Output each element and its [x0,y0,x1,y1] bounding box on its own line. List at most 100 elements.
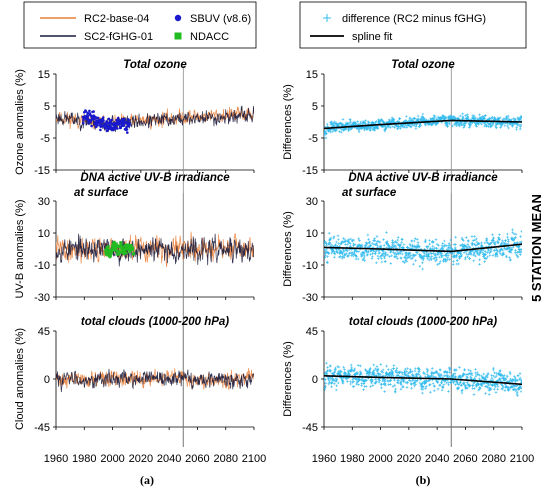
data-point [382,238,385,241]
data-point [471,384,475,387]
data-point [515,126,519,129]
data-point [474,254,477,258]
data-point [457,262,460,266]
data-point [432,389,436,393]
data-point [125,247,128,251]
data-point [443,257,447,261]
data-point [396,374,400,377]
data-point [472,259,476,263]
data-point [414,253,418,257]
data-point [431,244,435,248]
y-tick-label: -15 [302,165,318,177]
data-point [462,116,465,120]
data-point [328,241,331,244]
data-point [335,128,338,132]
data-point [333,252,337,256]
data-point [456,121,459,124]
data-point [339,130,343,134]
data-point [390,254,393,258]
data-point [115,242,118,245]
data-point [514,117,517,121]
data-point [477,383,480,386]
data-point [368,372,371,376]
data-point [404,254,408,257]
data-point [378,379,381,382]
series-sc2-fghg-01 [56,233,254,267]
data-point [389,262,393,265]
data-point [436,380,440,384]
data-point [396,257,399,260]
data-point [519,125,522,128]
data-point [335,250,339,253]
data-point [510,118,513,122]
data-point [370,378,374,381]
data-point [346,242,350,246]
data-point [401,372,404,376]
data-point [484,250,487,253]
data-point [439,368,442,372]
data-point [451,263,455,266]
data-point [409,370,412,373]
data-point [473,252,476,256]
data-point [478,386,481,389]
data-point [333,250,336,254]
data-point [379,255,382,259]
data-point [341,240,345,244]
data-point [377,380,381,384]
data-point [368,368,372,371]
data-point [393,378,396,382]
data-point [376,254,380,258]
data-point [373,129,376,132]
data-point [336,365,339,368]
legend-b-difference-label: difference (RC2 minus fGHG) [342,13,486,25]
data-point [508,372,512,376]
data-point [414,259,417,262]
data-point [410,383,413,386]
data-point [379,244,383,248]
data-point [507,385,511,389]
data-point [344,240,347,243]
data-point [377,257,380,260]
panel-a3: -45 0 45 1960 1980 2000 2020 2040 2060 2080 2100 Cl… [14,316,266,465]
x-tick-label: 2040 [425,453,449,465]
x-tick-label: 2020 [397,453,421,465]
data-point [449,246,452,249]
data-point [338,252,342,255]
sublabel-b: (b) [416,473,431,487]
data-point [442,374,446,378]
data-point [482,115,486,119]
data-point [394,240,397,243]
data-point [430,367,434,370]
data-point [364,244,368,247]
data-point [418,368,421,371]
y-axis-label: Cloud anomalies (%) [14,328,26,430]
data-point [403,125,406,128]
data-point [399,382,402,385]
data-point [413,254,416,257]
data-point [366,233,370,237]
data-point [410,370,414,373]
data-point [107,249,110,252]
data-point [446,373,450,377]
data-point [458,124,461,128]
data-point [435,247,439,250]
data-point [117,253,121,256]
data-point [466,255,469,259]
data-point [477,123,480,126]
y-tick-label: 30 [306,196,318,208]
data-point [418,264,422,268]
data-point [443,243,447,247]
data-point [329,236,333,240]
data-point [441,254,445,258]
data-point [426,373,429,376]
data-point [506,114,510,118]
data-point [435,256,438,259]
data-point [326,255,329,258]
data-point [499,126,502,129]
data-point [357,250,361,253]
data-point [469,253,473,256]
data-point [331,248,335,251]
data-point [117,251,121,254]
data-point [329,123,333,126]
data-point [474,371,477,375]
